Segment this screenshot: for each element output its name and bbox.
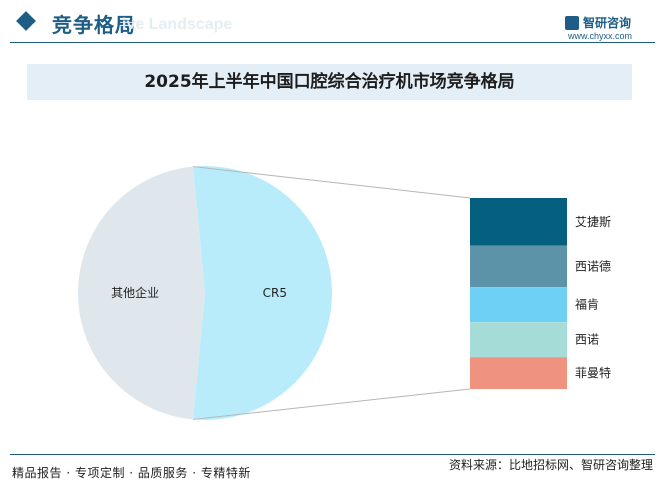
diamond-icon [16, 11, 36, 31]
brand: 智研咨询 www.chyxx.com [565, 12, 632, 41]
footer-tagline: 精品报告 · 专项定制 · 品质服务 · 专精特新 [12, 466, 251, 480]
bar-segment-3 [470, 287, 567, 323]
pie-slice-others [77, 166, 205, 420]
ghost-subtitle: ive Landscape [122, 16, 233, 33]
pie-label-cr5: CR5 [263, 286, 287, 300]
brand-logo-icon [565, 15, 579, 30]
bar-segment-2 [470, 245, 567, 288]
bar-segment-1 [470, 198, 567, 246]
bar-segment-4 [470, 322, 567, 358]
bar-label-1: 艾捷斯 [575, 215, 611, 229]
footer-divider [10, 454, 655, 455]
bar-label-2: 西诺德 [575, 258, 611, 273]
footer: 精品报告 · 专项定制 · 品质服务 · 专精特新 资料来源：比地招标网、智研咨… [0, 450, 663, 491]
brand-url: www.chyxx.com [568, 31, 633, 41]
brand-name: 智研咨询 [583, 16, 632, 30]
bar-segment-5 [470, 357, 567, 389]
connector-line-bottom [192, 388, 471, 420]
header: 竞争格局 ive Landscape 智研咨询 www.chyxx.com [0, 0, 663, 48]
header-divider [10, 42, 655, 43]
data-source: 资料来源：比地招标网、智研咨询整理 [448, 458, 653, 472]
connector-line-top [192, 166, 471, 199]
bar-label-3: 福肯 [575, 297, 599, 312]
pie-label-others: 其他企业 [111, 285, 159, 300]
section-title: 竞争格局 [52, 13, 136, 37]
chart-title: 2025年上半年中国口腔综合治疗机市场竞争格局 [27, 64, 632, 100]
pie-slice-cr5 [193, 166, 332, 420]
bar-label-5: 菲曼特 [575, 365, 611, 380]
bar-label-4: 西诺 [575, 333, 599, 347]
